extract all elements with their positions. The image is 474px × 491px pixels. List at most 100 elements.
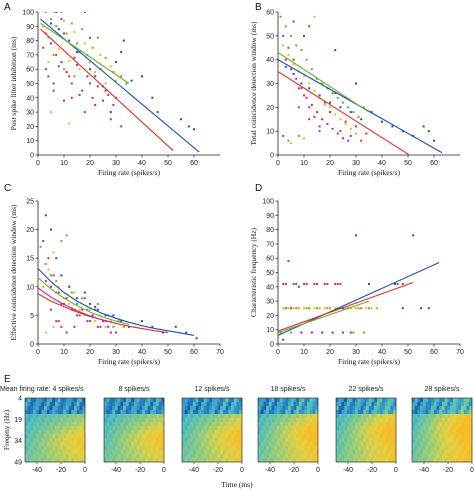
data-point-green bbox=[39, 245, 42, 248]
x-tick-label: -40 bbox=[32, 467, 42, 474]
data-point-yellow bbox=[52, 251, 55, 254]
data-point-magenta bbox=[81, 89, 84, 92]
x-tick-label: 20 bbox=[326, 349, 334, 356]
heatmap-panel bbox=[335, 397, 397, 463]
data-point-red bbox=[63, 99, 65, 102]
data-point-blue bbox=[83, 291, 86, 294]
data-point-yellow bbox=[94, 71, 97, 74]
data-point-yellow bbox=[47, 36, 50, 39]
x-tick-label: 40 bbox=[138, 160, 146, 167]
x-tick-label: -40 bbox=[265, 467, 275, 474]
x-tick-label: 60 bbox=[430, 160, 438, 167]
data-point-magenta bbox=[336, 282, 339, 285]
x-tick-label: -20 bbox=[135, 467, 145, 474]
data-point-magenta bbox=[86, 75, 89, 78]
data-point-red bbox=[318, 125, 321, 128]
data-point-yellow bbox=[89, 61, 91, 64]
data-point-yellow bbox=[349, 307, 352, 310]
data-point-green bbox=[297, 134, 300, 137]
data-point-red bbox=[120, 125, 123, 128]
panel-letter: E bbox=[4, 374, 11, 385]
y-tick-label: 15 bbox=[26, 256, 34, 263]
data-point-red bbox=[63, 32, 65, 35]
y-tick-label: 50 bbox=[266, 270, 274, 277]
data-point-blue bbox=[120, 51, 123, 54]
data-point-red bbox=[292, 58, 295, 61]
x-tick-label: 50 bbox=[164, 160, 172, 167]
data-point-green bbox=[76, 302, 78, 305]
data-point-red bbox=[47, 257, 50, 260]
data-point-yellow bbox=[292, 307, 295, 310]
data-point-blue bbox=[174, 325, 177, 328]
data-point-magenta bbox=[115, 331, 117, 334]
data-point-yellow bbox=[375, 307, 378, 310]
data-point-yellow bbox=[50, 111, 52, 114]
y-tick-label: 0 bbox=[30, 342, 34, 349]
data-point-blue bbox=[156, 111, 159, 114]
data-point-red bbox=[360, 139, 363, 142]
data-point-yellow bbox=[63, 19, 65, 22]
data-point-red bbox=[83, 297, 86, 300]
data-point-magenta bbox=[316, 282, 318, 285]
x-tick-label: 40 bbox=[378, 160, 386, 167]
y-tick-label: 80 bbox=[26, 38, 34, 45]
x-tick-label: 60 bbox=[430, 349, 438, 356]
data-point-yellow bbox=[68, 59, 71, 62]
data-point-yellow bbox=[323, 307, 326, 310]
fit-line-blue bbox=[38, 268, 195, 336]
data-point-blue bbox=[104, 314, 107, 317]
x-tick-label: 0 bbox=[240, 467, 244, 474]
y-axis-label: Characteristic frequency (Hz) bbox=[249, 227, 258, 317]
data-point-green bbox=[347, 106, 350, 109]
data-point-blue bbox=[161, 331, 164, 334]
fit-line-green bbox=[278, 52, 370, 113]
data-point-green bbox=[279, 331, 282, 334]
data-point-magenta bbox=[107, 325, 110, 328]
x-tick-label: 70 bbox=[456, 349, 464, 356]
data-point-red bbox=[94, 103, 97, 106]
data-point-yellow bbox=[344, 123, 347, 126]
data-point-red bbox=[292, 20, 295, 23]
data-point-green bbox=[287, 139, 290, 142]
x-tick-label: 50 bbox=[404, 160, 412, 167]
data-point-red bbox=[303, 94, 305, 97]
data-point-red bbox=[323, 282, 326, 285]
data-point-blue bbox=[112, 314, 115, 317]
data-point-yellow bbox=[109, 320, 112, 323]
data-point-yellow bbox=[104, 82, 107, 85]
data-point-green bbox=[295, 307, 298, 310]
data-point-blue bbox=[89, 68, 91, 71]
data-point-yellow bbox=[329, 307, 331, 310]
data-point-green bbox=[112, 325, 115, 328]
data-point-red bbox=[47, 75, 50, 78]
x-tick-label: 0 bbox=[36, 349, 40, 356]
data-point-yellow bbox=[78, 68, 81, 71]
data-point-yellow bbox=[287, 53, 290, 56]
heatmap-panel bbox=[103, 397, 165, 463]
data-point-magenta bbox=[295, 77, 298, 80]
data-point-green bbox=[290, 331, 292, 334]
x-tick-label: 0 bbox=[316, 467, 320, 474]
data-point-magenta bbox=[321, 331, 324, 334]
data-point-blue bbox=[151, 96, 154, 99]
data-point-yellow bbox=[339, 118, 342, 121]
data-point-blue bbox=[412, 234, 415, 237]
data-point-red bbox=[78, 314, 81, 317]
data-point-yellow bbox=[303, 307, 305, 310]
data-point-green bbox=[357, 115, 360, 118]
data-point-yellow bbox=[329, 106, 331, 109]
data-point-red bbox=[89, 320, 91, 323]
y-axis-label: Total coincidence detection window (ms) bbox=[249, 21, 258, 146]
heatmap-title: 22 spikes/s bbox=[348, 386, 384, 393]
y-tick-label: 4 bbox=[18, 396, 22, 403]
data-point-red bbox=[99, 325, 102, 328]
x-tick-label: 0 bbox=[162, 467, 166, 474]
x-tick-label: -40 bbox=[189, 467, 199, 474]
data-point-red bbox=[292, 282, 295, 285]
data-point-yellow bbox=[52, 12, 55, 13]
panel-letter: D bbox=[255, 183, 262, 194]
data-point-green bbox=[295, 44, 298, 47]
data-point-red bbox=[104, 89, 107, 92]
x-tick-label: 30 bbox=[112, 349, 120, 356]
